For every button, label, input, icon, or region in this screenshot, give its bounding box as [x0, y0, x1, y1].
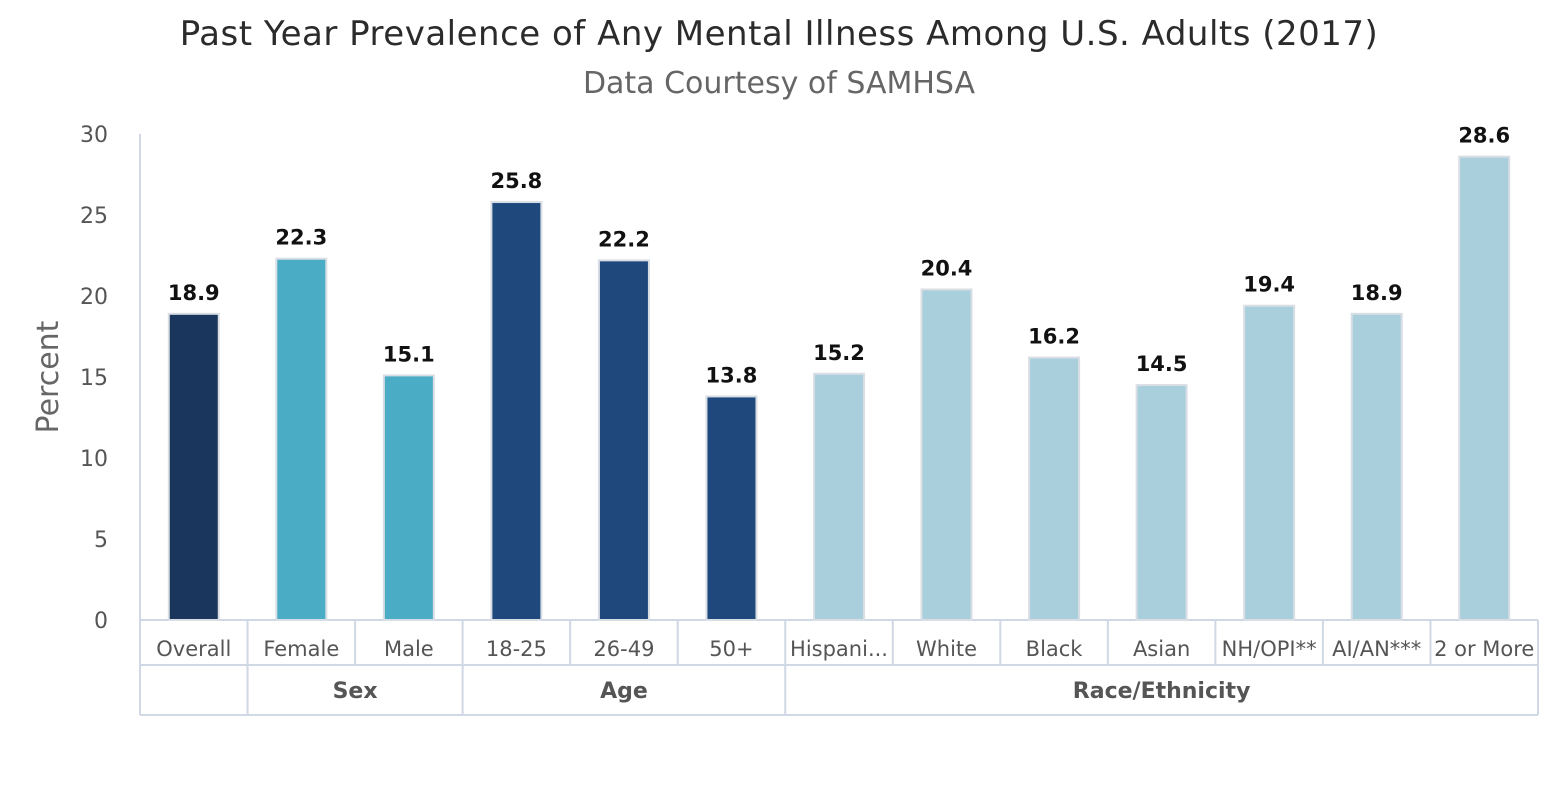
chart-title: Past Year Prevalence of Any Mental Illne…: [179, 14, 1379, 54]
y-axis-title: Percent: [31, 320, 66, 433]
x-tick-label: Hispani...: [790, 637, 888, 661]
data-label: 13.8: [706, 363, 758, 387]
x-tick-label: Male: [384, 637, 434, 661]
bar: [597, 259, 650, 621]
x-tick-label: 2 or More: [1434, 637, 1534, 661]
x-tick-label: Black: [1026, 637, 1084, 661]
bar: [382, 374, 435, 621]
bar: [1350, 312, 1403, 621]
group-label: Age: [600, 679, 648, 704]
data-label: 25.8: [490, 169, 542, 193]
data-label: 16.2: [1028, 325, 1080, 349]
x-tick-label: Asian: [1133, 637, 1190, 661]
y-tick-label: 15: [80, 366, 108, 391]
y-tick-label: 10: [80, 447, 108, 472]
x-tick-label: 18-25: [486, 637, 547, 661]
bar: [813, 372, 865, 622]
data-label: 19.4: [1243, 273, 1295, 297]
data-label: 14.5: [1136, 352, 1188, 376]
bar: [275, 257, 328, 621]
data-label: 20.4: [921, 257, 973, 281]
y-tick-label: 5: [94, 528, 108, 553]
x-tick-label: 50+: [709, 637, 753, 661]
y-tick-label: 30: [80, 123, 108, 148]
data-label: 28.6: [1458, 124, 1510, 148]
y-tick-label: 25: [80, 204, 108, 229]
group-label: Race/Ethnicity: [1073, 679, 1251, 704]
x-tick-label: 26-49: [593, 637, 654, 661]
x-tick-label: White: [916, 637, 977, 661]
bar: [1243, 304, 1296, 621]
data-label: 22.2: [598, 227, 650, 251]
x-tick-label: Overall: [156, 637, 231, 661]
data-label: 15.2: [813, 341, 865, 365]
data-label: 22.3: [275, 226, 327, 250]
bar: [920, 288, 973, 621]
data-label: 18.9: [168, 281, 220, 305]
x-tick-label: Female: [263, 637, 339, 661]
bar: [1028, 356, 1081, 621]
bar: [1458, 155, 1511, 621]
x-tick-label: NH/OPI**: [1222, 637, 1317, 661]
bar: [490, 201, 543, 621]
bar: [167, 312, 220, 621]
bar: [1135, 384, 1188, 621]
data-label: 18.9: [1351, 281, 1403, 305]
y-tick-label: 0: [94, 609, 108, 634]
y-tick-label: 20: [80, 285, 108, 310]
bar: [705, 395, 758, 621]
group-label: Sex: [333, 679, 378, 704]
chart-subtitle: Data Courtesy of SAMHSA: [582, 66, 976, 101]
x-tick-label: AI/AN***: [1332, 637, 1421, 661]
data-label: 15.1: [383, 342, 435, 366]
